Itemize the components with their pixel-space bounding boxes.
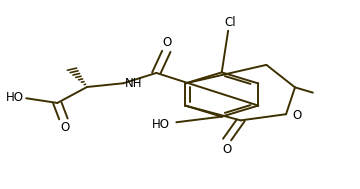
Text: O: O bbox=[222, 143, 232, 156]
Text: O: O bbox=[292, 109, 302, 122]
Text: HO: HO bbox=[152, 118, 170, 131]
Text: NH: NH bbox=[125, 77, 143, 90]
Text: HO: HO bbox=[5, 91, 23, 104]
Text: O: O bbox=[60, 121, 70, 134]
Text: O: O bbox=[162, 36, 172, 50]
Text: Cl: Cl bbox=[224, 16, 236, 29]
